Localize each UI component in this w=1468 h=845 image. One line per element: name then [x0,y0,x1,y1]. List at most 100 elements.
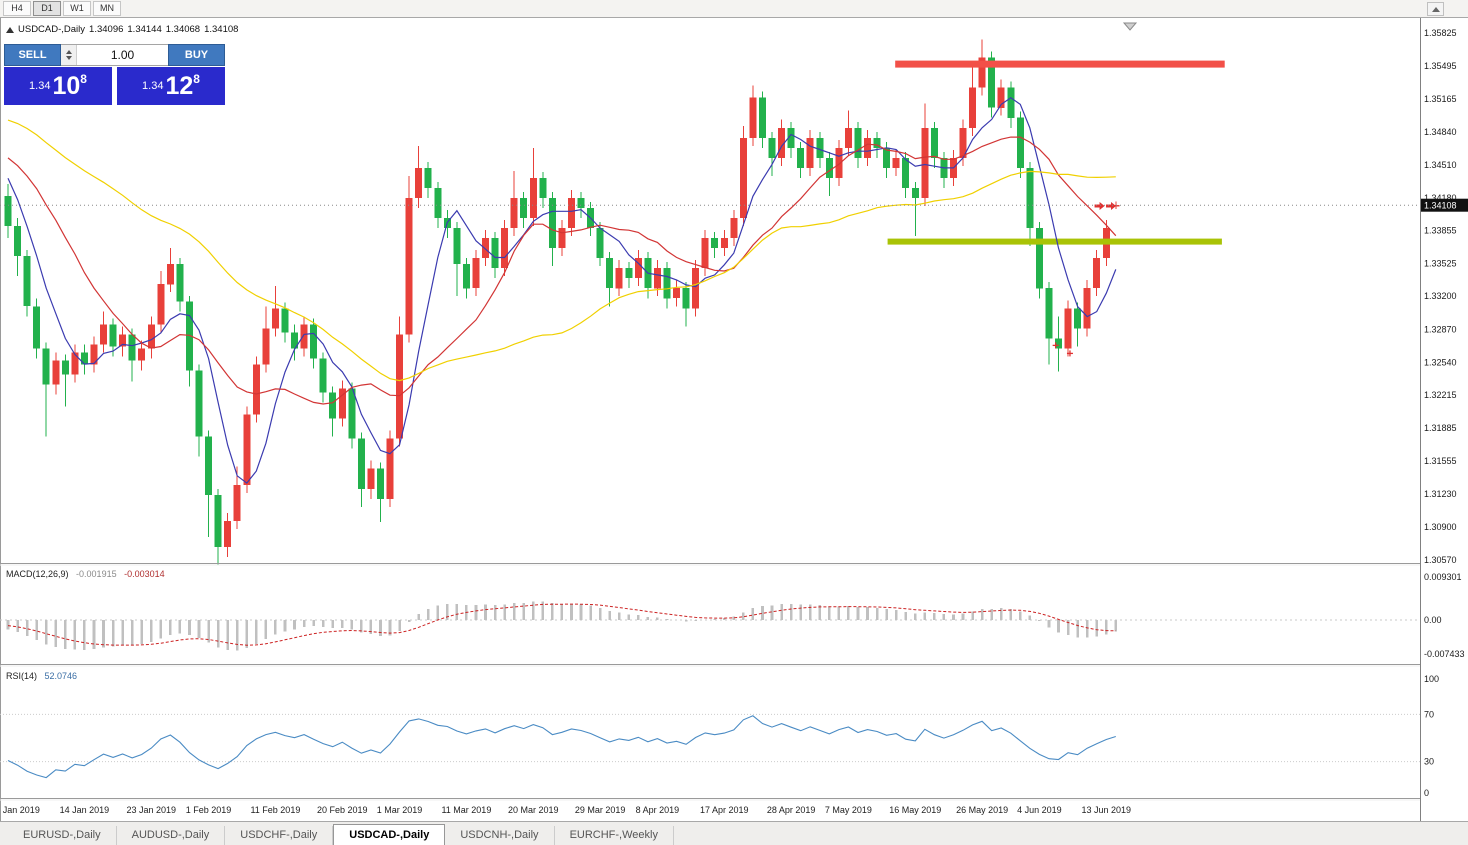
sell-button[interactable]: SELL [4,44,61,66]
svg-text:17 Apr 2019: 17 Apr 2019 [700,805,749,815]
svg-text:1.32540: 1.32540 [1424,357,1457,367]
svg-text:100: 100 [1424,674,1439,684]
svg-text:1 Mar 2019: 1 Mar 2019 [377,805,423,815]
volume-spinner[interactable] [61,45,77,65]
rsi-indicator-label: RSI(14) 52.0746 [6,671,77,681]
tab-audusd-daily[interactable]: AUDUSD-,Daily [117,826,226,845]
spinner-down-icon[interactable] [65,56,72,60]
svg-text:1.32870: 1.32870 [1424,324,1457,334]
tab-eurusd-daily[interactable]: EURUSD-,Daily [8,826,117,845]
svg-text:1.31555: 1.31555 [1424,456,1457,466]
svg-text:16 May 2019: 16 May 2019 [889,805,941,815]
tab-usdcnh-daily[interactable]: USDCNH-,Daily [445,826,555,845]
svg-text:4 Jan 2019: 4 Jan 2019 [0,805,40,815]
date-axis: 4 Jan 2019 14 Jan 2019 23 Jan 2019 1 Feb 20… [0,805,1131,815]
toolbar: H4 D1 W1 MN [0,0,1468,18]
bid-price-major: 1.34 [29,80,51,92]
ohlc-open: 1.34096 [89,24,124,35]
ask-price-point: 8 [193,72,200,86]
macd-signal-line [7,603,1116,646]
svg-text:23 Jan 2019: 23 Jan 2019 [126,805,176,815]
bid-price-pips: 10 [52,71,81,100]
panel-toggle-icon[interactable] [6,26,14,33]
macd-indicator-label: MACD(12,26,9) -0.001915 -0.003014 [6,569,165,579]
macd-name: MACD(12,26,9) [6,569,69,579]
ma-40-line [7,119,1116,382]
current-price-tag [1421,198,1468,212]
price-arrow-marker [1106,201,1117,210]
volume-field[interactable]: 1.00 [61,44,168,66]
svg-text:8 Apr 2019: 8 Apr 2019 [636,805,680,815]
svg-text:11 Mar 2019: 11 Mar 2019 [441,805,491,815]
svg-text:1.33855: 1.33855 [1424,226,1457,236]
timeframe-mn-button[interactable]: MN [93,1,121,16]
timeframe-w1-button[interactable]: W1 [63,1,91,16]
svg-text:1.34840: 1.34840 [1424,127,1457,137]
svg-text:20 Feb 2019: 20 Feb 2019 [317,805,368,815]
resistance-line[interactable] [895,60,1225,68]
svg-text:1.31885: 1.31885 [1424,423,1457,433]
macd-histogram [6,601,1118,651]
ask-price-major: 1.34 [142,80,164,92]
svg-text:1.35495: 1.35495 [1424,61,1457,71]
svg-text:0.00: 0.00 [1424,615,1442,625]
ma-6-line [7,96,1117,484]
tab-usdchf-daily[interactable]: USDCHF-,Daily [225,826,334,845]
symbol-name: USDCAD-,Daily [18,24,86,35]
symbol-ohlc-header: USDCAD-,Daily 1.34096 1.34144 1.34068 1.… [6,24,238,35]
svg-text:1 Feb 2019: 1 Feb 2019 [186,805,232,815]
svg-text:7 May 2019: 7 May 2019 [825,805,872,815]
toolbar-collapse-button[interactable] [1427,2,1444,16]
ma-14-line [7,136,1117,405]
chevron-up-icon [1431,6,1440,12]
bid-price-point: 8 [80,72,87,86]
one-click-trading-panel: SELL 1.00 BUY 1.34 10 8 1.34 12 8 [4,44,225,105]
macd-main-value: -0.001915 [76,569,117,579]
svg-text:13 Jun 2019: 13 Jun 2019 [1081,805,1131,815]
svg-text:1.33525: 1.33525 [1424,259,1457,269]
macd-signal-value: -0.003014 [124,569,165,579]
timeframe-h4-button[interactable]: H4 [3,1,31,16]
support-line[interactable] [887,238,1222,245]
spinner-up-icon[interactable] [65,50,72,54]
ask-price-pips: 12 [165,71,194,100]
svg-text:1.35165: 1.35165 [1424,94,1457,104]
rsi-value: 52.0746 [44,671,78,681]
tab-eurchf-weekly[interactable]: EURCHF-,Weekly [555,826,674,845]
rsi-line [7,715,1116,779]
svg-text:26 May 2019: 26 May 2019 [956,805,1008,815]
timeframe-d1-button[interactable]: D1 [33,1,61,16]
ohlc-high: 1.34144 [127,24,162,35]
svg-text:28 Apr 2019: 28 Apr 2019 [767,805,816,815]
volume-value: 1.00 [110,48,135,62]
svg-text:4 Jun 2019: 4 Jun 2019 [1017,805,1062,815]
svg-text:1.34108: 1.34108 [1424,201,1457,211]
chart-shift-marker-icon[interactable] [1122,22,1138,31]
svg-text:29 Mar 2019: 29 Mar 2019 [575,805,626,815]
svg-text:0: 0 [1424,788,1429,798]
tab-usdcad-daily[interactable]: USDCAD-,Daily [333,824,446,845]
svg-text:70: 70 [1424,709,1434,719]
svg-text:1.34180: 1.34180 [1424,193,1457,203]
svg-text:-0.007433: -0.007433 [1424,649,1465,659]
svg-text:1.33200: 1.33200 [1424,291,1457,301]
svg-text:11 Feb 2019: 11 Feb 2019 [250,805,300,815]
svg-text:20 Mar 2019: 20 Mar 2019 [508,805,559,815]
candles [4,39,1120,565]
rsi-name: RSI(14) [6,671,38,681]
bid-price-box[interactable]: 1.34 10 8 [4,67,112,105]
ask-price-box[interactable]: 1.34 12 8 [117,67,225,105]
svg-text:30: 30 [1424,757,1434,767]
svg-text:14 Jan 2019: 14 Jan 2019 [60,805,110,815]
svg-text:0.009301: 0.009301 [1424,572,1462,582]
svg-text:1.32215: 1.32215 [1424,390,1457,400]
svg-text:1.31230: 1.31230 [1424,489,1457,499]
ohlc-close: 1.34108 [204,24,239,35]
buy-button[interactable]: BUY [168,44,225,66]
svg-text:1.35825: 1.35825 [1424,28,1457,38]
chart-tabbar: EURUSD-,Daily AUDUSD-,Daily USDCHF-,Dail… [0,821,1468,845]
svg-text:1.30570: 1.30570 [1424,555,1457,565]
svg-text:1.34510: 1.34510 [1424,160,1457,170]
